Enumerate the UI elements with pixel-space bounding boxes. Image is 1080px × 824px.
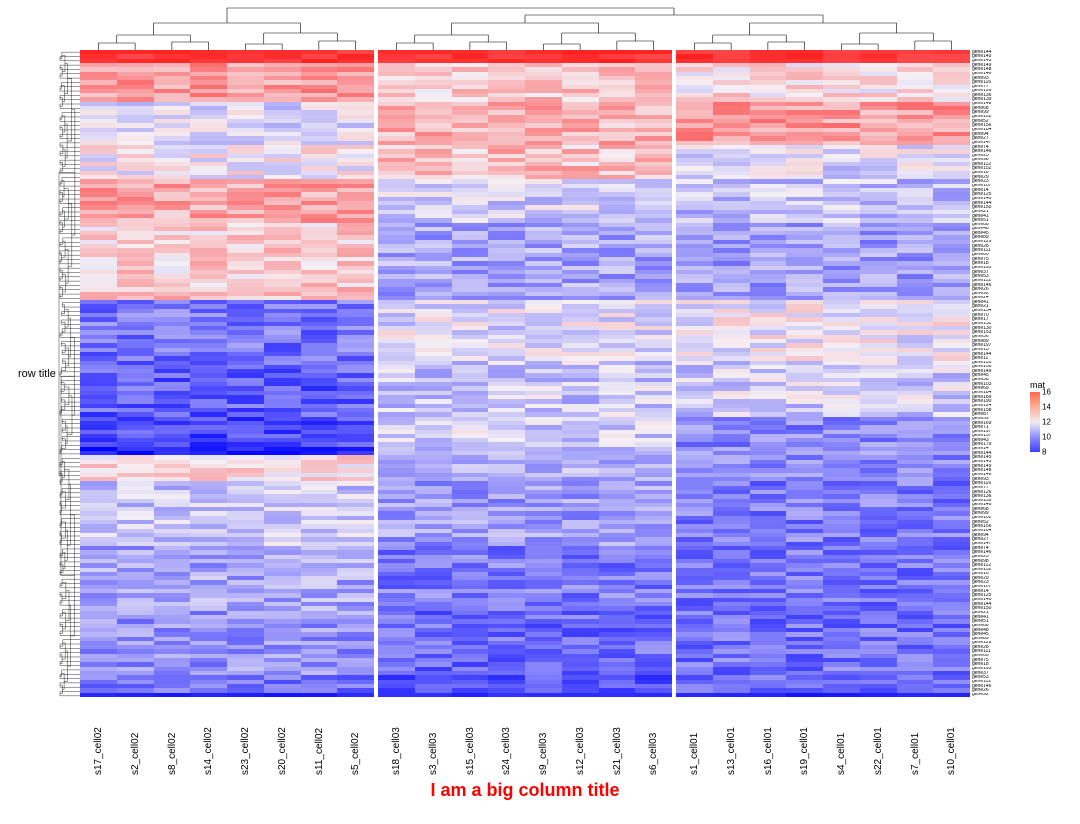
column-label: s5_cell02 xyxy=(337,700,374,775)
column-label: s24_cell03 xyxy=(488,700,525,775)
row-label: gene92 xyxy=(972,693,1032,697)
legend-tick: 16 xyxy=(1042,388,1051,397)
legend-tick: 10 xyxy=(1042,433,1051,442)
heatmap-grid xyxy=(80,50,970,698)
column-labels: s17_cell02s2_cell02s8_cell02s14_cell02s2… xyxy=(80,700,970,775)
column-axis-title: I am a big column title xyxy=(80,780,970,801)
color-legend: mat 161412108 xyxy=(1030,380,1072,452)
column-label: s20_cell02 xyxy=(264,700,301,775)
row-axis-title: row title xyxy=(18,368,56,380)
legend-tick: 14 xyxy=(1042,403,1051,412)
column-label: s23_cell02 xyxy=(227,700,264,775)
column-label: s18_cell03 xyxy=(378,700,415,775)
column-label: s9_cell03 xyxy=(525,700,562,775)
column-label: s16_cell01 xyxy=(750,700,787,775)
column-label: s21_cell03 xyxy=(599,700,636,775)
column-label: s4_cell01 xyxy=(823,700,860,775)
row-labels: gene144gene145gene143gene149gene148gene1… xyxy=(972,50,1032,698)
legend-colorbar: 161412108 xyxy=(1030,392,1040,452)
column-label: s17_cell02 xyxy=(80,700,117,775)
heatmap-figure: gene144gene145gene143gene149gene148gene1… xyxy=(0,0,1080,824)
column-label: s3_cell03 xyxy=(415,700,452,775)
column-label: s14_cell02 xyxy=(190,700,227,775)
column-label: s1_cell01 xyxy=(676,700,713,775)
legend-tick: 12 xyxy=(1042,418,1051,427)
column-label: s11_cell02 xyxy=(301,700,338,775)
column-label: s22_cell01 xyxy=(860,700,897,775)
column-label: s10_cell01 xyxy=(933,700,970,775)
row-dendrogram xyxy=(58,50,80,698)
column-label: s6_cell03 xyxy=(635,700,672,775)
column-label: s2_cell02 xyxy=(117,700,154,775)
column-label: s12_cell03 xyxy=(562,700,599,775)
column-label: s19_cell01 xyxy=(786,700,823,775)
column-dendrogram xyxy=(80,5,970,50)
legend-title: mat xyxy=(1030,380,1072,390)
legend-tick: 8 xyxy=(1042,448,1046,457)
column-label: s8_cell02 xyxy=(154,700,191,775)
column-label: s15_cell03 xyxy=(452,700,489,775)
column-label: s13_cell01 xyxy=(713,700,750,775)
column-label: s7_cell01 xyxy=(897,700,934,775)
